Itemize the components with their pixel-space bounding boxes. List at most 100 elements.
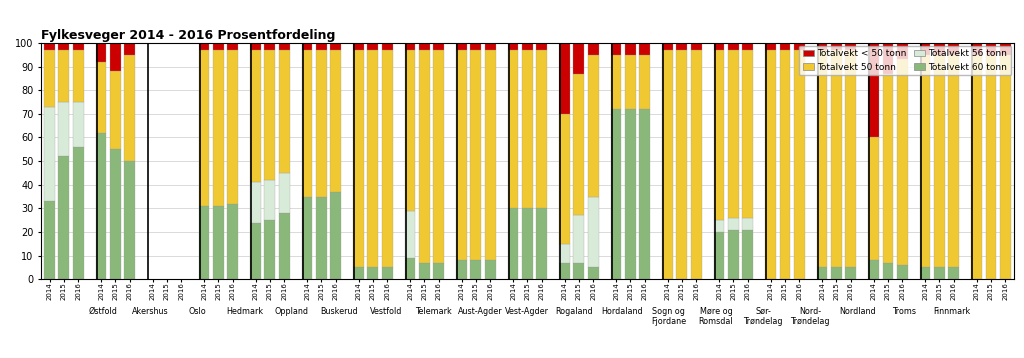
Bar <box>845 50 856 267</box>
Bar <box>316 43 327 50</box>
Bar <box>920 267 931 279</box>
Bar <box>985 43 996 55</box>
Bar <box>765 43 776 50</box>
Bar <box>368 43 378 50</box>
Bar <box>484 50 496 260</box>
Bar <box>742 50 753 218</box>
Bar <box>831 267 842 279</box>
Bar <box>368 267 378 279</box>
Bar <box>934 267 945 279</box>
Bar <box>199 50 210 206</box>
Bar <box>663 50 673 279</box>
Text: Fylkesveger 2014 - 2016 Prosentfordeling: Fylkesveger 2014 - 2016 Prosentfordeling <box>41 29 335 42</box>
Bar <box>470 50 481 260</box>
Bar <box>897 265 907 279</box>
Bar <box>404 43 416 50</box>
Bar <box>897 59 907 265</box>
Bar <box>124 161 135 279</box>
Bar <box>456 50 467 260</box>
Bar <box>250 223 261 279</box>
Bar <box>559 114 570 244</box>
Bar <box>58 102 70 156</box>
Bar <box>845 267 856 279</box>
Bar <box>868 260 879 279</box>
Bar <box>404 211 416 258</box>
Bar <box>742 229 753 279</box>
Bar <box>639 43 650 55</box>
Bar <box>714 43 724 50</box>
Bar <box>691 43 701 50</box>
Bar <box>999 55 1011 279</box>
Bar <box>213 43 223 50</box>
Bar <box>227 204 238 279</box>
Bar <box>58 156 70 279</box>
Bar <box>522 43 532 50</box>
Bar <box>537 208 547 279</box>
Bar <box>353 267 364 279</box>
Bar <box>728 218 738 229</box>
Bar <box>522 208 532 279</box>
Bar <box>508 50 518 208</box>
Bar <box>897 43 907 59</box>
Bar <box>73 102 84 147</box>
Bar <box>382 50 392 267</box>
Bar <box>279 50 290 173</box>
Bar <box>663 43 673 50</box>
Bar <box>639 109 650 279</box>
Bar <box>948 55 959 267</box>
Bar <box>794 43 805 50</box>
Bar <box>58 43 70 50</box>
Bar <box>948 267 959 279</box>
Bar <box>44 43 55 50</box>
Bar <box>73 50 84 102</box>
Bar <box>831 50 842 267</box>
Bar <box>559 263 570 279</box>
Bar <box>124 55 135 161</box>
Bar <box>264 220 275 279</box>
Bar <box>508 208 518 279</box>
Bar <box>934 55 945 267</box>
Bar <box>95 133 106 279</box>
Bar <box>610 109 622 279</box>
Bar <box>677 43 687 50</box>
Bar <box>985 55 996 279</box>
Bar <box>537 50 547 208</box>
Bar <box>588 43 599 55</box>
Bar <box>213 206 223 279</box>
Bar <box>382 267 392 279</box>
Bar <box>573 263 585 279</box>
Bar <box>316 197 327 279</box>
Bar <box>95 43 106 62</box>
Bar <box>302 43 312 50</box>
Bar <box>264 50 275 180</box>
Bar <box>264 43 275 50</box>
Bar <box>573 216 585 263</box>
Bar <box>456 260 467 279</box>
Bar <box>404 50 416 211</box>
Bar <box>817 50 827 267</box>
Legend: Totalvekt < 50 tonn, Totalvekt 50 tonn, Totalvekt 56 tonn, Totalvekt 60 tonn: Totalvekt < 50 tonn, Totalvekt 50 tonn, … <box>800 46 1011 76</box>
Bar <box>845 43 856 50</box>
Bar <box>817 267 827 279</box>
Bar <box>728 50 738 218</box>
Bar <box>484 43 496 50</box>
Bar <box>124 43 135 55</box>
Bar <box>279 213 290 279</box>
Bar <box>508 43 518 50</box>
Bar <box>199 206 210 279</box>
Bar <box>110 149 121 279</box>
Bar <box>456 43 467 50</box>
Bar <box>971 55 982 279</box>
Bar <box>44 201 55 279</box>
Bar <box>559 43 570 114</box>
Bar <box>625 43 636 55</box>
Bar <box>883 263 893 279</box>
Bar <box>573 43 585 74</box>
Bar <box>948 43 959 55</box>
Bar <box>44 107 55 201</box>
Bar <box>353 43 364 50</box>
Bar <box>588 197 599 267</box>
Bar <box>817 43 827 50</box>
Bar <box>883 43 893 74</box>
Bar <box>73 147 84 279</box>
